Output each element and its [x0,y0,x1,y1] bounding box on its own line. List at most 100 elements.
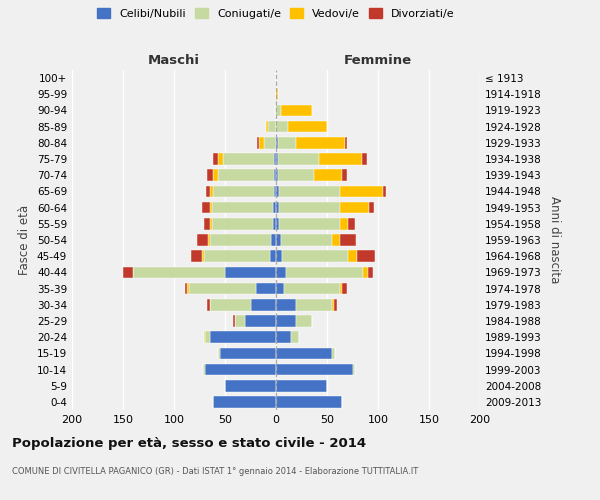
Bar [278,137,296,148]
Bar [268,121,276,132]
Bar [273,202,276,213]
Bar [281,234,332,246]
Bar [213,153,218,165]
Bar [332,348,335,359]
Bar [281,104,312,117]
Bar [271,234,276,246]
Bar [210,299,251,310]
Bar [349,250,356,262]
Bar [133,266,225,278]
Bar [203,364,205,376]
Y-axis label: Fasce di età: Fasce di età [19,205,31,275]
Bar [276,396,342,407]
Bar [191,250,202,262]
Y-axis label: Anni di nascita: Anni di nascita [548,196,561,284]
Bar [368,266,373,278]
Bar [210,186,213,198]
Bar [202,250,203,262]
Bar [296,299,332,310]
Bar [210,218,212,230]
Bar [274,186,276,198]
Bar [225,380,276,392]
Bar [264,137,276,148]
Bar [256,282,276,294]
Bar [276,186,279,198]
Bar [342,282,347,294]
Bar [274,170,276,181]
Bar [213,170,218,181]
Bar [270,250,276,262]
Bar [296,315,312,327]
Bar [319,153,362,165]
Bar [210,332,276,343]
Bar [276,88,278,100]
Bar [278,153,319,165]
Bar [213,396,276,407]
Bar [276,121,288,132]
Bar [218,153,223,165]
Bar [349,218,355,230]
Bar [340,202,369,213]
Bar [276,282,284,294]
Bar [220,348,276,359]
Bar [276,137,278,148]
Text: Femmine: Femmine [344,54,412,67]
Bar [282,250,349,262]
Bar [332,234,340,246]
Bar [353,364,355,376]
Bar [275,104,276,117]
Bar [276,332,292,343]
Bar [185,282,187,294]
Bar [288,121,327,132]
Bar [218,170,274,181]
Bar [274,153,276,165]
Bar [251,299,276,310]
Bar [314,170,342,181]
Bar [273,218,276,230]
Bar [286,266,362,278]
Bar [210,234,271,246]
Bar [259,137,264,148]
Bar [257,137,259,148]
Bar [276,380,327,392]
Bar [276,218,279,230]
Bar [245,315,276,327]
Bar [334,299,337,310]
Bar [279,202,340,213]
Bar [342,170,347,181]
Bar [369,202,374,213]
Bar [276,153,278,165]
Bar [340,234,356,246]
Bar [223,153,274,165]
Bar [208,234,210,246]
Bar [212,218,273,230]
Bar [123,266,133,278]
Bar [296,137,346,148]
Bar [266,121,268,132]
Bar [362,266,368,278]
Bar [203,218,210,230]
Bar [278,170,314,181]
Bar [276,315,296,327]
Bar [203,250,270,262]
Bar [276,234,281,246]
Bar [233,315,235,327]
Bar [218,348,220,359]
Bar [362,153,367,165]
Bar [276,364,353,376]
Bar [225,266,276,278]
Bar [383,186,386,198]
Bar [276,170,278,181]
Bar [213,186,274,198]
Bar [187,282,190,294]
Bar [276,250,282,262]
Bar [206,170,213,181]
Bar [279,186,340,198]
Bar [206,186,210,198]
Bar [205,364,276,376]
Bar [276,104,281,117]
Bar [212,202,273,213]
Legend: Celibi/Nubili, Coniugati/e, Vedovi/e, Divorziati/e: Celibi/Nubili, Coniugati/e, Vedovi/e, Di… [95,6,457,21]
Bar [197,234,208,246]
Bar [346,137,347,148]
